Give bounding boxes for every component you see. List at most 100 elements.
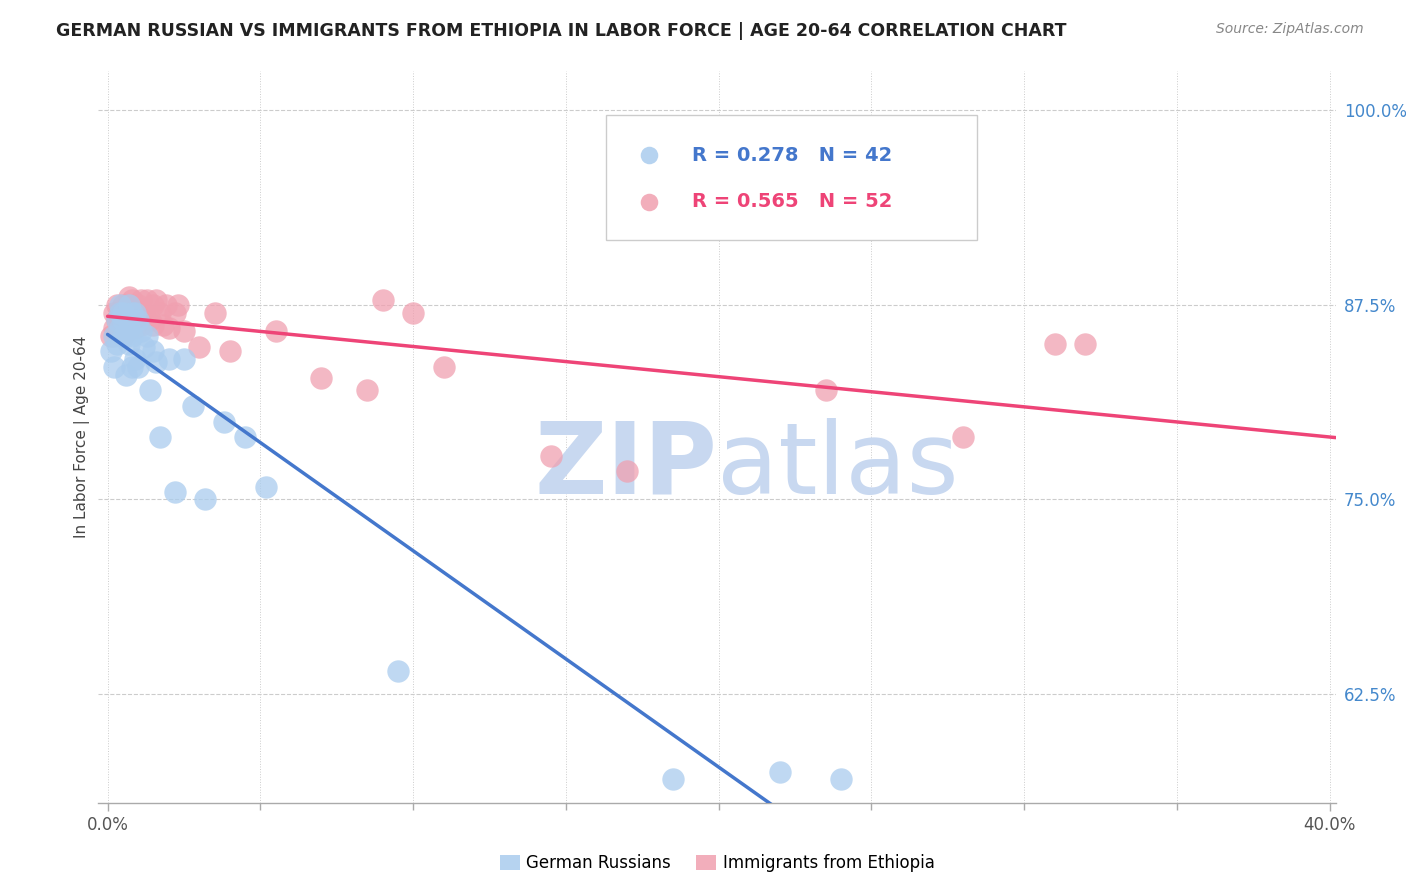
Point [134, 305, 156, 319]
Point [148, 305, 170, 319]
Point [157, 321, 180, 335]
Point [118, 321, 141, 335]
Text: GERMAN RUSSIAN VS IMMIGRANTS FROM ETHIOPIA IN LABOR FORCE | AGE 20-64 CORRELATIO: GERMAN RUSSIAN VS IMMIGRANTS FROM ETHIOP… [56, 22, 1067, 40]
Point [148, 430, 170, 444]
Point [121, 305, 143, 319]
Point [108, 318, 131, 332]
Point [139, 384, 162, 398]
Text: atlas: atlas [717, 417, 959, 515]
Point [145, 355, 167, 369]
Point [108, 305, 131, 319]
Point [212, 415, 235, 429]
Point [115, 329, 138, 343]
Text: ZIP: ZIP [534, 417, 717, 515]
Point [142, 298, 165, 312]
Point [952, 430, 974, 444]
Point [136, 329, 159, 343]
Point [100, 344, 122, 359]
Point [100, 329, 122, 343]
Point [433, 359, 456, 374]
Point [155, 298, 177, 312]
Point [311, 371, 333, 385]
Point [173, 352, 195, 367]
Point [129, 318, 152, 332]
Point [124, 305, 146, 319]
Point [814, 384, 837, 398]
Point [118, 305, 141, 319]
Point [163, 484, 186, 499]
Text: R = 0.278   N = 42: R = 0.278 N = 42 [692, 146, 893, 165]
Legend: German Russians, Immigrants from Ethiopia: German Russians, Immigrants from Ethiopi… [494, 847, 941, 879]
Point [127, 298, 149, 312]
Point [108, 309, 131, 323]
Point [402, 305, 425, 319]
Point [105, 313, 128, 327]
Point [145, 293, 167, 307]
Point [108, 305, 131, 319]
Point [769, 764, 792, 779]
Point [142, 344, 165, 359]
Point [540, 449, 562, 463]
Point [356, 384, 378, 398]
Point [256, 480, 278, 494]
Point [103, 359, 125, 374]
Point [387, 664, 409, 678]
Point [115, 313, 138, 327]
Point [166, 298, 188, 312]
Point [111, 313, 134, 327]
FancyBboxPatch shape [606, 115, 977, 240]
Point [830, 772, 852, 787]
Point [218, 344, 240, 359]
Point [105, 336, 128, 351]
Point [108, 298, 131, 312]
Point [111, 298, 134, 312]
Point [142, 318, 165, 332]
Point [129, 324, 152, 338]
Point [127, 359, 149, 374]
Point [129, 293, 152, 307]
Point [103, 321, 125, 335]
Point [118, 336, 141, 351]
Point [121, 329, 143, 343]
Point [115, 324, 138, 338]
Point [111, 329, 134, 343]
Text: Source: ZipAtlas.com: Source: ZipAtlas.com [1216, 22, 1364, 37]
Point [124, 321, 146, 335]
Point [152, 318, 174, 332]
Point [139, 313, 162, 327]
Point [121, 359, 143, 374]
Point [121, 293, 143, 307]
Point [204, 305, 226, 319]
Text: R = 0.565   N = 52: R = 0.565 N = 52 [692, 192, 893, 211]
Point [118, 290, 141, 304]
Point [134, 340, 156, 354]
Point [115, 368, 138, 382]
Point [371, 293, 394, 307]
Y-axis label: In Labor Force | Age 20-64: In Labor Force | Age 20-64 [75, 336, 90, 538]
Point [194, 492, 217, 507]
Point [136, 293, 159, 307]
Point [233, 430, 256, 444]
Point [118, 298, 141, 312]
Point [121, 309, 143, 323]
Point [1074, 336, 1097, 351]
Point [118, 298, 141, 312]
Point [1043, 336, 1066, 351]
Point [105, 313, 128, 327]
Point [661, 772, 683, 787]
Point [103, 329, 125, 343]
Point [103, 305, 125, 319]
Point [127, 309, 149, 323]
Point [124, 302, 146, 317]
Point [124, 352, 146, 367]
Point [105, 298, 128, 312]
Point [616, 464, 638, 478]
Point [108, 321, 131, 335]
Point [173, 324, 195, 338]
Point [111, 305, 134, 319]
Point [157, 352, 180, 367]
Point [264, 324, 287, 338]
Point [181, 399, 204, 413]
Point [163, 305, 186, 319]
Point [188, 340, 211, 354]
